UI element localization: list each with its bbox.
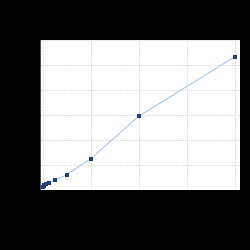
Y-axis label: OD: OD [15,110,20,120]
X-axis label: Human Alanine Aminotransferase 1 (GPT/ALT)
Concentration (ng/ml): Human Alanine Aminotransferase 1 (GPT/AL… [68,206,212,216]
